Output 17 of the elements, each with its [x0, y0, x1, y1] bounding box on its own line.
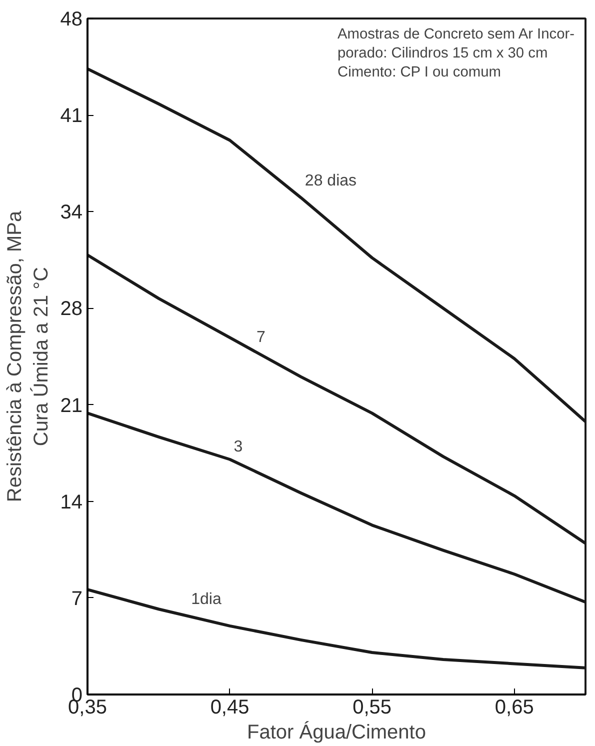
annotation: Amostras de Concreto sem Ar Incor- porado: Cilindros 15 cm x 30 cm Cimento: CP I ou comum: [338, 26, 575, 80]
y-tick-label: 48: [60, 8, 83, 30]
annotation: 3: [234, 438, 243, 456]
annotation: 7: [256, 329, 266, 346]
y-tick-label: 28: [60, 298, 83, 320]
x-axis-title: Fator Água/Cimento: [247, 720, 426, 744]
y-tick-label: 14: [60, 491, 83, 514]
y-tick-label: 34: [60, 202, 83, 224]
x-tick-label: 0,55: [352, 696, 392, 718]
y-tick-label: 7: [71, 588, 82, 610]
x-tick-label: 0,65: [494, 696, 534, 718]
y-tick-label: 21: [60, 394, 83, 417]
y-tick-label: 41: [60, 105, 83, 128]
annotation: 1dia: [191, 591, 222, 608]
y-axis-title: Resistência à Compressão, MPa Cura Úmida a 21 °C: [4, 210, 52, 502]
x-tick-label: 0,45: [210, 696, 250, 718]
annotation: 28 dias: [304, 172, 357, 190]
